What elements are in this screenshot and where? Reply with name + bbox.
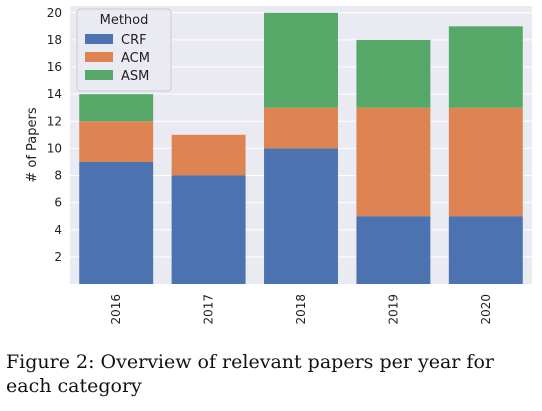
y-tick-label: 2 xyxy=(54,250,62,264)
legend-title: Method xyxy=(100,13,149,28)
bar-asm-2018 xyxy=(264,12,338,108)
bar-asm-2016 xyxy=(79,94,154,122)
bar-acm-2018 xyxy=(264,107,338,149)
bar-chart: 2 4 6 8 10 12 14 16 18 20 2016 2017 2018 2019 2020 # … xyxy=(25,6,532,325)
bar-acm-2019 xyxy=(356,107,431,217)
bar-crf-2018 xyxy=(264,148,338,284)
legend-swatch-asm xyxy=(85,70,113,80)
y-axis-label: # of Papers xyxy=(25,107,40,183)
x-tick-label: 2018 xyxy=(294,294,308,325)
bar-acm-2020 xyxy=(448,107,523,217)
legend-label-acm: ACM xyxy=(121,51,150,66)
bar-asm-2019 xyxy=(356,39,431,108)
x-tick-label: 2016 xyxy=(109,294,123,325)
y-tick-label: 14 xyxy=(47,87,62,101)
bar-acm-2016 xyxy=(79,121,154,162)
y-tick-label: 12 xyxy=(47,114,62,128)
bar-crf-2019 xyxy=(356,216,431,284)
bar-crf-2020 xyxy=(448,216,523,284)
y-tick-label: 18 xyxy=(47,33,62,47)
figure-caption: Figure 2: Overview of relevant papers pe… xyxy=(6,351,494,397)
bar-crf-2017 xyxy=(171,175,246,284)
bar-asm-2020 xyxy=(448,26,523,108)
y-tick-label: 20 xyxy=(47,6,62,20)
y-tick-label: 8 xyxy=(54,169,62,183)
x-tick-label: 2020 xyxy=(479,294,493,325)
y-tick-label: 4 xyxy=(54,223,62,237)
legend-label-asm: ASM xyxy=(121,69,149,84)
bar-acm-2017 xyxy=(171,134,246,176)
y-tick-label: 10 xyxy=(47,141,62,155)
bars xyxy=(79,12,523,284)
x-tick-label: 2019 xyxy=(386,294,400,325)
legend-swatch-crf xyxy=(85,34,113,44)
legend-label-crf: CRF xyxy=(121,33,147,48)
y-tick-label: 16 xyxy=(47,60,62,74)
y-axis-ticks: 2 4 6 8 10 12 14 16 18 20 xyxy=(47,6,62,264)
x-tick-label: 2017 xyxy=(202,294,216,325)
bar-crf-2016 xyxy=(79,161,154,284)
x-axis-ticks: 2016 2017 2018 2019 2020 xyxy=(109,294,493,325)
y-tick-label: 6 xyxy=(54,196,62,210)
legend: Method CRF ACM ASM xyxy=(76,8,172,92)
legend-swatch-acm xyxy=(85,52,113,62)
